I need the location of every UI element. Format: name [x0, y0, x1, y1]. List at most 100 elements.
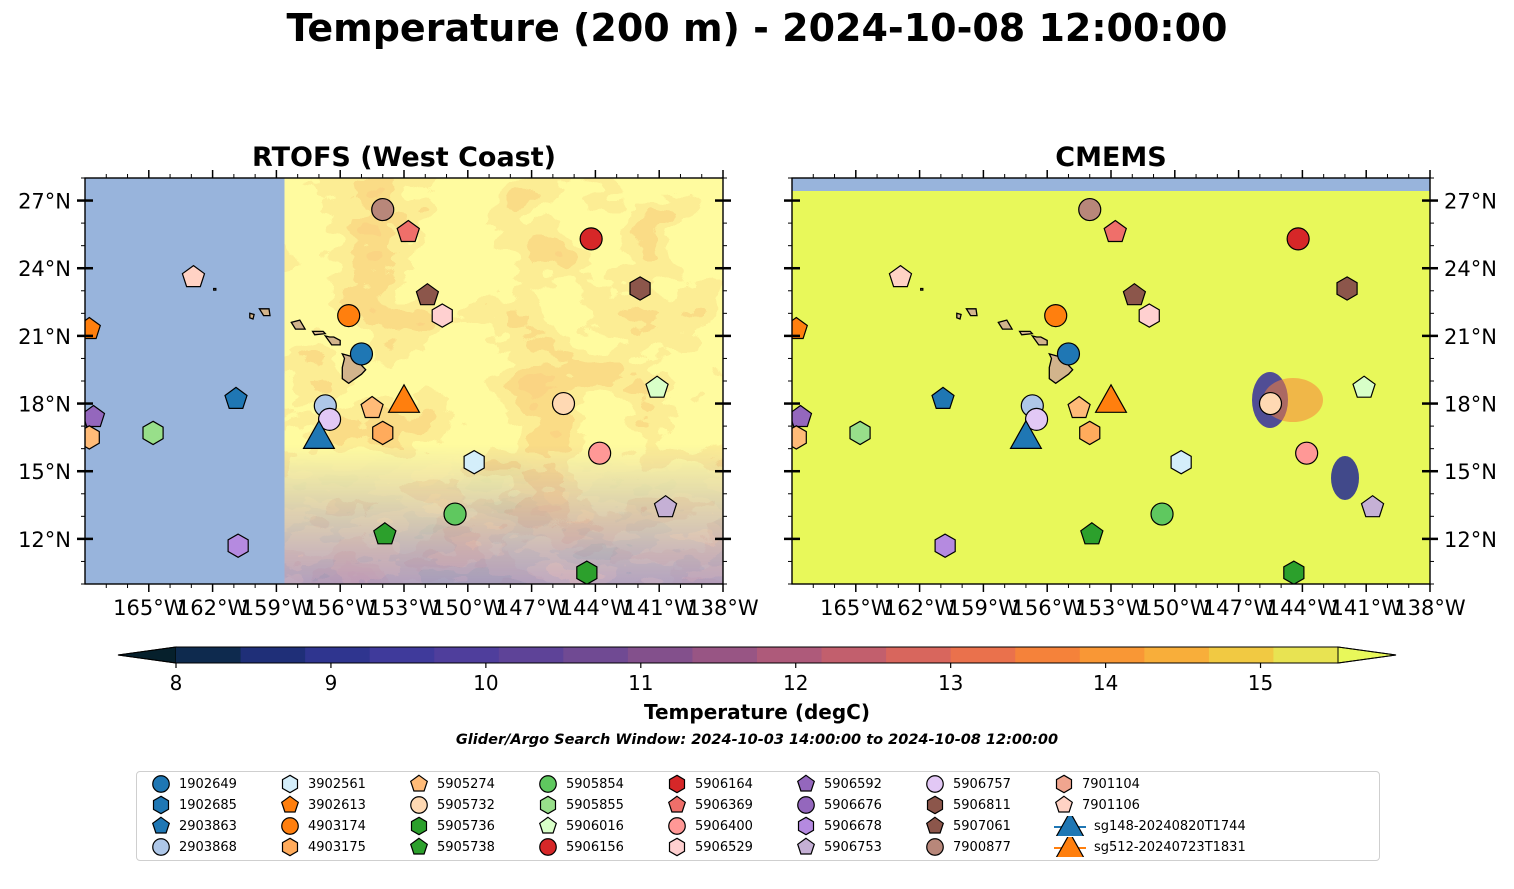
legend-item: 5906156 [538, 837, 624, 857]
island-landmass [258, 308, 271, 317]
colorbar-bin [1015, 647, 1081, 663]
legend-label: 7901106 [1082, 797, 1140, 813]
argo-float-marker [337, 303, 361, 328]
lon-tick-label: 141°W [624, 596, 696, 620]
pentagon-marker-icon [1054, 795, 1074, 813]
panel-title-cmems: CMEMS [1055, 142, 1167, 173]
circle-marker-icon [281, 817, 299, 835]
legend-item: 2903863 [151, 816, 237, 836]
legend-item: 5905732 [409, 795, 495, 815]
legend-marker [1055, 816, 1085, 836]
island-landmass [965, 308, 978, 317]
legend-label: 5906811 [953, 797, 1011, 813]
lon-tick-label: 147°W [496, 596, 568, 620]
colorbar-bin [434, 647, 500, 663]
hexagon-marker-icon [281, 774, 299, 794]
legend-label: 5905736 [437, 818, 495, 834]
cmems-ticks: 165°W162°W159°W156°W153°W150°W147°W144°W… [784, 170, 1497, 620]
legend-marker [281, 837, 299, 857]
legend-item: 5906016 [538, 816, 624, 836]
legend-marker [410, 796, 428, 814]
argo-float-marker [1258, 391, 1283, 416]
island-landmass [249, 312, 255, 320]
lat-tick-label: 24°N [18, 257, 71, 281]
legend-label: 5907061 [953, 818, 1011, 834]
search-window-text: Glider/Argo Search Window: 2024-10-03 14… [455, 732, 1059, 748]
legend-marker [797, 816, 815, 836]
land-hawaii-left [213, 287, 367, 385]
colorbar-bin [240, 647, 306, 663]
legend-label: 3902613 [308, 797, 366, 813]
legend-marker [796, 774, 816, 792]
lat-tick-label: 15°N [18, 460, 71, 484]
legend-item: 5906592 [796, 774, 882, 794]
argo-float-marker [371, 197, 395, 222]
hexagon-marker-icon [281, 837, 299, 857]
legend-label: 4903175 [308, 839, 366, 855]
legend-marker [280, 795, 300, 813]
legend-label: 5906400 [695, 818, 753, 834]
legend-item: 3902613 [280, 795, 366, 815]
legend-marker [539, 795, 557, 815]
legend-marker [281, 774, 299, 794]
circle-marker-icon [152, 775, 170, 793]
colorbar-bin [1079, 647, 1145, 663]
glider-marker [1009, 419, 1043, 449]
legend-marker [409, 774, 429, 792]
legend-item: 4903174 [280, 816, 366, 836]
lon-tick-label: 138°W [1394, 596, 1466, 620]
legend-marker [926, 775, 944, 793]
lon-tick-label: 156°W [305, 596, 377, 620]
colorbar-bin [498, 647, 564, 663]
lon-tick-label: 150°W [1139, 596, 1211, 620]
argo-float-marker [1080, 522, 1104, 545]
colorbar-tick-label: 10 [473, 671, 498, 695]
colorbar-bin [886, 647, 952, 663]
legend-item: 5906369 [667, 795, 753, 815]
argo-float-marker [579, 227, 603, 251]
colorbar-tick-label: 13 [938, 671, 963, 695]
legend-label: 7900877 [953, 839, 1011, 855]
argo-float-marker [415, 282, 440, 306]
argo-float-marker [934, 533, 956, 558]
hexagon-marker-icon [410, 816, 428, 836]
lon-tick-label: 153°W [1075, 596, 1147, 620]
rtofs-map-panel [85, 178, 723, 584]
circle-marker-icon [539, 838, 557, 856]
lon-tick-label: 144°W [1267, 596, 1339, 620]
colorbar-tick-label: 11 [628, 671, 653, 695]
argo-float-marker [360, 395, 384, 419]
island-landmass [997, 319, 1014, 330]
lat-tick-label: 15°N [1444, 460, 1497, 484]
legend-label: 1902685 [179, 797, 237, 813]
glider-marker [387, 383, 421, 413]
legend-marker [1055, 837, 1085, 857]
legend-label: 5906676 [824, 797, 882, 813]
legend-label: 5906156 [566, 839, 624, 855]
argo-float-marker [373, 522, 397, 545]
lon-tick-label: 153°W [368, 596, 440, 620]
argo-float-marker [792, 425, 807, 450]
legend-label: 5905732 [437, 797, 495, 813]
argo-float-marker [85, 425, 100, 450]
argo-float-marker [85, 404, 106, 428]
argo-float-marker [588, 441, 612, 465]
island-landmass [956, 312, 962, 320]
argo-float-marker [396, 219, 421, 243]
argo-float-marker [1138, 303, 1160, 328]
legend-item: sg512-20240723T1831 [1054, 837, 1246, 857]
hexagon-marker-icon [152, 795, 170, 815]
legend-label: 5905855 [566, 797, 624, 813]
legend-marker [151, 816, 171, 834]
argo-float-marker [431, 303, 453, 328]
glider-marker [302, 419, 336, 449]
legend-marker [667, 795, 687, 813]
legend-item: 1902685 [151, 795, 237, 815]
colorbar-bin [821, 647, 887, 663]
colorbar-bin [757, 647, 823, 663]
lat-tick-label: 27°N [1444, 190, 1497, 214]
legend-marker [668, 837, 686, 857]
legend-marker [1055, 774, 1073, 794]
argo-float-marker [1122, 282, 1147, 306]
colorbar-label: Temperature (degC) [644, 700, 870, 724]
